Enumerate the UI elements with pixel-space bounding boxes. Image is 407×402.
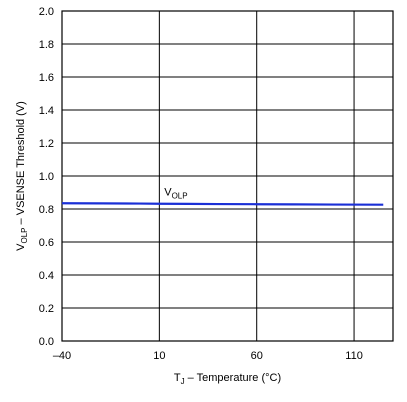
y-tick-labels: 0.0 0.2 0.4 0.6 0.8 1.0 1.2 1.4 1.6 1.8 2.0 (39, 6, 54, 348)
y-tick-label: 1.0 (39, 171, 54, 183)
y-tick-label: 0.2 (39, 303, 54, 315)
series-label-volp: VOLP (164, 186, 187, 200)
x-tick-label: 10 (153, 350, 165, 362)
y-tick-label: 0.0 (39, 336, 54, 348)
x-tick-label: –40 (53, 350, 71, 362)
y-axis-title: VOLP – VSENSE Threshold (V) (15, 101, 29, 251)
y-tick-label: 0.4 (39, 270, 54, 282)
x-tick-label: 60 (251, 350, 263, 362)
grid (61, 10, 393, 342)
y-tick-label: 0.8 (39, 204, 54, 216)
y-tick-label: 0.6 (39, 237, 54, 249)
y-tick-label: 2.0 (39, 6, 54, 18)
plot-frame (61, 10, 394, 342)
y-tick-label: 1.8 (39, 39, 54, 51)
series-line-volp (61, 202, 384, 206)
x-tick-labels: –40 10 60 110 (53, 350, 363, 362)
x-axis-title: TJ – Temperature (°C) (174, 372, 281, 386)
y-tick-label: 1.6 (39, 72, 54, 84)
x-tick-label: 110 (345, 350, 363, 362)
y-tick-label: 1.2 (39, 138, 54, 150)
series-layer (61, 202, 384, 206)
y-tick-label: 1.4 (39, 105, 54, 117)
